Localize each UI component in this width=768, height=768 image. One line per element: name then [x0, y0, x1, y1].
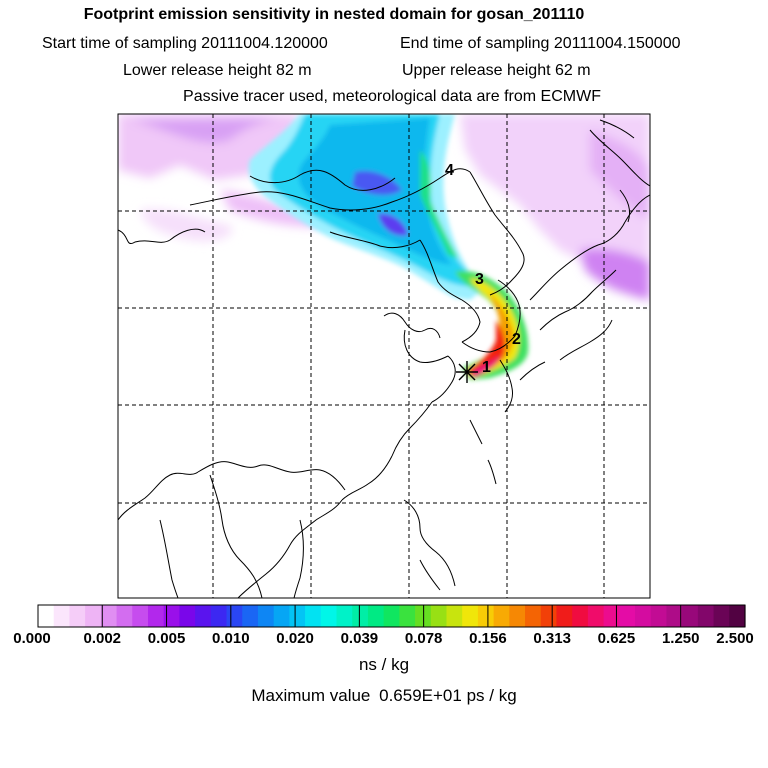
colorbar-swatch [697, 605, 715, 627]
map-marker-4: 4 [445, 162, 454, 179]
colorbar-swatch [179, 605, 196, 627]
colorbar-swatch [446, 605, 463, 627]
colorbar-swatch [38, 605, 55, 627]
colorbar-frame [37, 604, 746, 628]
colorbar-tick-label: 0.005 [147, 630, 186, 647]
colorbar-swatch [430, 605, 448, 627]
colorbar-swatch [289, 605, 306, 627]
maximum-value-label: Maximum value [251, 686, 371, 705]
colorbar-swatch [226, 605, 243, 627]
colorbar-swatch [399, 605, 416, 627]
colorbar-swatch [195, 605, 212, 627]
colorbar-swatch [116, 605, 133, 627]
colorbar-swatch [352, 605, 369, 627]
tracer-label: Passive tracer used, meteorological data… [183, 88, 601, 105]
map-marker-3: 3 [475, 271, 484, 288]
units-label: ns / kg [358, 655, 410, 674]
colorbar-swatch [242, 605, 259, 627]
colorbar-swatch [100, 605, 118, 627]
colorbar-swatch [540, 605, 558, 627]
colorbar-swatch [163, 605, 180, 627]
colorbar-swatch [682, 605, 699, 627]
upper-height-label: Upper release height 62 m [402, 62, 591, 79]
colorbar-swatch [147, 605, 165, 627]
lower-height-label: Lower release height 82 m [123, 62, 312, 79]
sensitivity-field-low [118, 114, 650, 300]
colorbar-swatch [210, 605, 228, 627]
colorbar-tick-label: 0.078 [404, 630, 443, 647]
colorbar-swatch [587, 605, 605, 627]
colorbar-swatch [603, 605, 620, 627]
colorbar-tick-label: 0.000 [13, 630, 51, 647]
colorbar-tick-label: 0.020 [276, 630, 314, 647]
colorbar-tick-label: 0.156 [469, 630, 507, 647]
maximum-value: 0.659E+01 ps / kg [379, 686, 517, 705]
map-marker-2: 2 [512, 331, 521, 348]
colorbar-swatch [666, 605, 683, 627]
maximum-value-line: Maximum value 0.659E+01 ps / kg [0, 686, 768, 706]
colorbar-swatch [305, 605, 322, 627]
colorbar-swatch [383, 605, 400, 627]
colorbar-swatch [69, 605, 86, 627]
colorbar-swatch [619, 605, 636, 627]
colorbar-swatch [493, 605, 510, 627]
start-time-label: Start time of sampling 20111004.120000 [42, 35, 328, 52]
gridlines [118, 114, 650, 598]
map-marker-1: 1 [482, 359, 491, 376]
colorbar-swatch [572, 605, 589, 627]
colorbar-swatch [509, 605, 526, 627]
coastlines [118, 119, 650, 598]
colorbar-swatch [650, 605, 668, 627]
colorbar-swatch [273, 605, 290, 627]
colorbar-tick-label: 0.039 [340, 630, 379, 647]
colorbar-tick-label: 0.010 [212, 630, 250, 647]
colorbar-tick-label: 0.625 [597, 630, 636, 647]
colorbar-swatch [257, 605, 275, 627]
sensitivity-field-plume [248, 114, 529, 380]
colorbar-tick-label: 1.250 [661, 630, 700, 647]
map-frame [117, 113, 651, 599]
colorbar-tick-label: 2.500 [716, 630, 754, 647]
colorbar-swatch [525, 605, 542, 627]
colorbar-swatch [462, 605, 479, 627]
colorbar-swatch [132, 605, 149, 627]
colorbar-tick-label: 0.313 [533, 630, 571, 647]
colorbar-swatch [713, 605, 730, 627]
colorbar-swatch [477, 605, 495, 627]
colorbar-tick-label: 0.002 [83, 630, 122, 647]
colorbar-swatch [556, 605, 573, 627]
star-icon [456, 361, 478, 383]
colorbar-swatch [729, 605, 746, 627]
end-time-label: End time of sampling 20111004.150000 [400, 35, 681, 52]
figure-title: Footprint emission sensitivity in nested… [83, 6, 585, 23]
colorbar-swatch [635, 605, 652, 627]
colorbar-swatch [85, 605, 102, 627]
colorbar-swatch [53, 605, 71, 627]
colorbar-swatch [367, 605, 385, 627]
colorbar-swatch [336, 605, 353, 627]
colorbar-swatch [320, 605, 338, 627]
